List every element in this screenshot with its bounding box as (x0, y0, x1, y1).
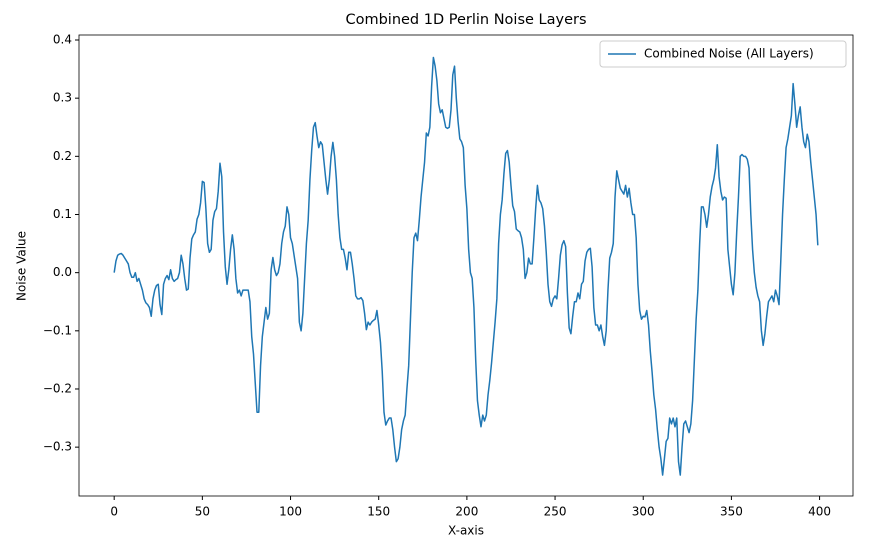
x-tick-label: 350 (720, 505, 743, 519)
x-axis-label: X-axis (448, 524, 484, 538)
line-series (113, 56, 819, 476)
x-tick-label: 250 (544, 505, 567, 519)
y-tick-label: −0.1 (43, 323, 72, 337)
x-tick-label: 50 (195, 505, 210, 519)
y-tick-label: 0.3 (53, 91, 72, 105)
legend-box (599, 40, 847, 68)
legend-label: Combined Noise (All Layers) (644, 47, 814, 61)
y-tick-label: 0.1 (53, 207, 72, 221)
y-axis-label: Noise Value (15, 231, 29, 301)
plot-frame (78, 34, 854, 497)
y-tick-label: 0.0 (53, 265, 72, 279)
x-tick-label: 0 (110, 505, 118, 519)
y-tick-label: 0.2 (53, 149, 72, 163)
x-tick-label: 400 (808, 505, 831, 519)
y-tick-label: 0.4 (53, 33, 72, 47)
x-tick-label: 200 (455, 505, 478, 519)
chart-title: Combined 1D Perlin Noise Layers (345, 12, 586, 28)
x-tick-label: 300 (632, 505, 655, 519)
x-tick-label: 150 (367, 505, 390, 519)
x-tick-label: 100 (279, 505, 302, 519)
y-tick-label: −0.2 (43, 381, 72, 395)
y-tick-label: −0.3 (43, 440, 72, 454)
